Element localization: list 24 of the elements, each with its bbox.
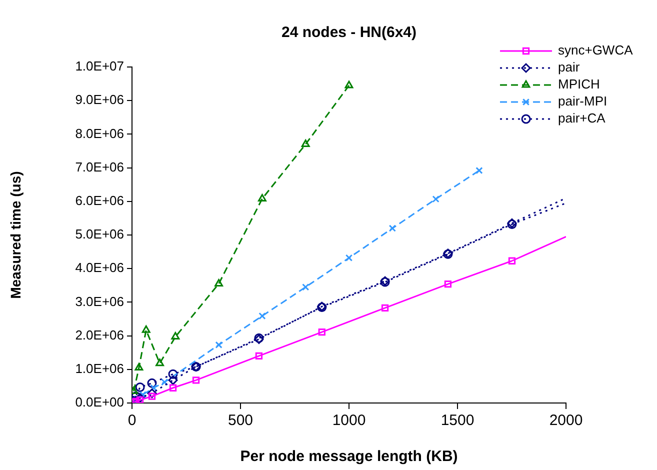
- y-tick-label: 7.0E+06: [75, 159, 124, 174]
- x-axis-title: Per node message length (KB): [240, 448, 458, 466]
- chart-title: 24 nodes - HN(6x4): [281, 24, 417, 42]
- y-tick-label: 4.0E+06: [75, 260, 124, 276]
- legend-label: pair+CA: [558, 110, 606, 126]
- x-tick-label: 1000: [332, 412, 366, 430]
- legend-label: sync+GWCA: [558, 42, 634, 58]
- legend-label: pair-MPI: [558, 94, 608, 109]
- y-tick-label: 3.0E+06: [75, 294, 124, 309]
- y-tick-label: 1.0E+07: [75, 58, 124, 74]
- y-tick-label: 8.0E+06: [75, 126, 124, 141]
- y-tick-label: 9.0E+06: [75, 92, 124, 108]
- x-tick-label: 1500: [440, 412, 474, 430]
- x-tick-label: 2000: [549, 412, 583, 430]
- y-tick-label: 2.0E+06: [75, 327, 124, 342]
- y-axis-title: Measured time (us): [7, 171, 24, 299]
- legend-label: MPICH: [558, 76, 600, 92]
- y-tick-label: 0.0E+00: [75, 394, 124, 410]
- y-tick-label: 1.0E+06: [75, 360, 124, 376]
- legend-label: pair: [558, 60, 580, 75]
- x-tick-label: 0: [128, 412, 136, 430]
- x-tick-label: 500: [228, 412, 254, 430]
- y-tick-label: 6.0E+06: [75, 192, 124, 208]
- y-tick-label: 5.0E+06: [75, 226, 124, 242]
